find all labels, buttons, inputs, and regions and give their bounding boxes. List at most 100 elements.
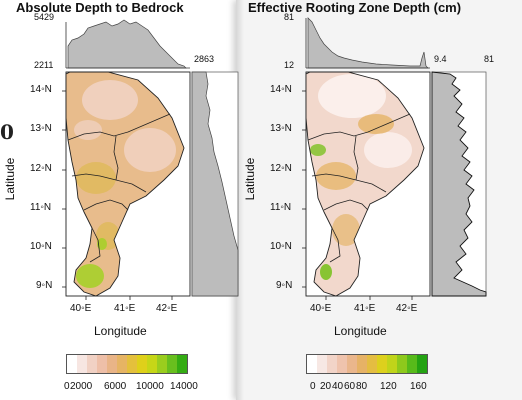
left-top-histogram <box>67 19 187 69</box>
left-colorbar-swatch-6 <box>127 355 137 373</box>
left-colorbar-swatch-9 <box>157 355 167 373</box>
right-top-hist-min: 12 <box>284 60 295 70</box>
right-legend-tick: 80 <box>356 381 368 392</box>
right-legend-tick: 120 <box>380 381 397 392</box>
right-colorbar <box>306 354 428 374</box>
left-colorbar-swatch-1 <box>77 355 87 373</box>
right-lon-tick: 42◦E <box>396 303 418 314</box>
left-map-ochre-patch <box>76 162 116 194</box>
left-map-light-patch <box>124 128 176 172</box>
right-internal-border <box>311 173 387 193</box>
cropped-digit: 0 <box>0 120 14 144</box>
right-side-hist-min: 9.4 <box>434 54 447 64</box>
right-colorbar-swatch-6 <box>367 355 377 373</box>
right-map-light-patch <box>318 74 386 118</box>
left-lon-tick-marks <box>85 296 173 300</box>
left-figure-title: Absolute Depth to Bedrock <box>16 0 184 15</box>
right-lon-tick: 41◦E <box>354 303 376 314</box>
right-colorbar-swatch-2 <box>327 355 337 373</box>
left-lat-tick: 11◦N <box>30 202 52 213</box>
left-internal-border <box>83 199 129 211</box>
right-internal-border <box>323 199 369 211</box>
right-lon-tick-marks <box>325 296 413 300</box>
left-internal-border <box>89 227 101 263</box>
right-colorbar-swatch-10 <box>407 355 417 373</box>
left-colorbar-swatch-5 <box>117 355 127 373</box>
left-lon-tick: 41◦E <box>114 303 136 314</box>
right-lat-tick: 13◦N <box>270 123 292 134</box>
left-colorbar-swatch-0 <box>67 355 77 373</box>
right-lat-tick: 10◦N <box>270 241 292 252</box>
right-internal-border <box>307 113 411 141</box>
right-top-histogram <box>307 17 429 69</box>
right-internal-border <box>353 135 359 181</box>
left-legend-tick: 6000 <box>104 381 127 392</box>
left-lat-tick: 9◦N <box>36 280 53 291</box>
right-colorbar-swatch-1 <box>317 355 327 373</box>
right-colorbar-swatch-11 <box>417 355 427 373</box>
left-colorbar-swatch-11 <box>177 355 187 373</box>
right-lat-tick: 14◦N <box>270 84 292 95</box>
right-figure-title: Effective Rooting Zone Depth (cm) <box>248 0 462 15</box>
left-colorbar-swatch-7 <box>137 355 147 373</box>
right-lon-tick: 40◦E <box>310 303 332 314</box>
left-x-axis-label: Longitude <box>94 324 147 338</box>
left-colorbar-swatch-10 <box>167 355 177 373</box>
right-colorbar-swatch-8 <box>387 355 397 373</box>
left-legend-tick: 14000 <box>170 381 198 392</box>
left-colorbar-swatch-2 <box>87 355 97 373</box>
right-legend-tick: 0 <box>310 381 316 392</box>
left-lat-tick: 10◦N <box>30 241 52 252</box>
right-colorbar-swatch-7 <box>377 355 387 373</box>
right-map-ochre-patch <box>316 162 356 190</box>
left-map-light-patch <box>82 80 138 120</box>
right-x-axis-label: Longitude <box>334 324 387 338</box>
left-map-green-patch <box>76 264 104 288</box>
right-legend-tick: 60 <box>344 381 356 392</box>
left-legend-tick: 10000 <box>136 381 164 392</box>
left-side-hist-label: 2863 <box>194 54 215 64</box>
right-legend-tick: 20 <box>320 381 332 392</box>
right-map-ochre-patch <box>332 214 360 246</box>
left-top-hist-min: 2211 <box>34 60 54 70</box>
right-internal-border <box>329 227 341 263</box>
left-internal-border <box>113 135 119 181</box>
right-map-green-patch <box>320 264 332 280</box>
right-colorbar-swatch-9 <box>397 355 407 373</box>
left-top-hist-max: 5429 <box>34 12 55 22</box>
left-internal-border <box>67 113 171 141</box>
right-lat-tick-marks <box>302 90 306 288</box>
left-lat-tick: 12◦N <box>30 163 52 174</box>
left-colorbar-swatch-8 <box>147 355 157 373</box>
right-legend-tick: 160 <box>410 381 427 392</box>
right-top-hist-max: 81 <box>284 12 295 22</box>
right-colorbar-swatch-0 <box>307 355 317 373</box>
left-colorbar <box>66 354 188 374</box>
left-lat-tick-marks <box>62 90 66 288</box>
page-fold-shadow <box>236 0 244 400</box>
left-lon-tick: 40◦E <box>70 303 92 314</box>
right-legend-tick: 40 <box>332 381 344 392</box>
left-side-histogram <box>191 71 239 297</box>
left-legend-tick: 0 <box>64 381 70 392</box>
right-lat-tick: 11◦N <box>270 202 292 213</box>
left-lat-tick: 13◦N <box>30 123 52 134</box>
right-side-hist-max: 81 <box>484 54 495 64</box>
right-map-ochre-patch <box>358 114 394 134</box>
right-colorbar-swatch-5 <box>357 355 367 373</box>
right-map-light-patch <box>364 132 412 168</box>
left-lon-tick: 42◦E <box>156 303 178 314</box>
right-lat-tick: 12◦N <box>270 163 292 174</box>
right-side-histogram <box>431 71 487 297</box>
right-colorbar-swatch-3 <box>337 355 347 373</box>
left-legend-tick: 2000 <box>70 381 93 392</box>
left-map-green-patch <box>97 238 107 250</box>
left-lat-tick: 14◦N <box>30 84 52 95</box>
left-colorbar-swatch-4 <box>107 355 117 373</box>
right-map-green-patch <box>310 144 326 156</box>
right-lat-tick: 9◦N <box>276 280 293 291</box>
right-colorbar-swatch-4 <box>347 355 357 373</box>
left-colorbar-swatch-3 <box>97 355 107 373</box>
